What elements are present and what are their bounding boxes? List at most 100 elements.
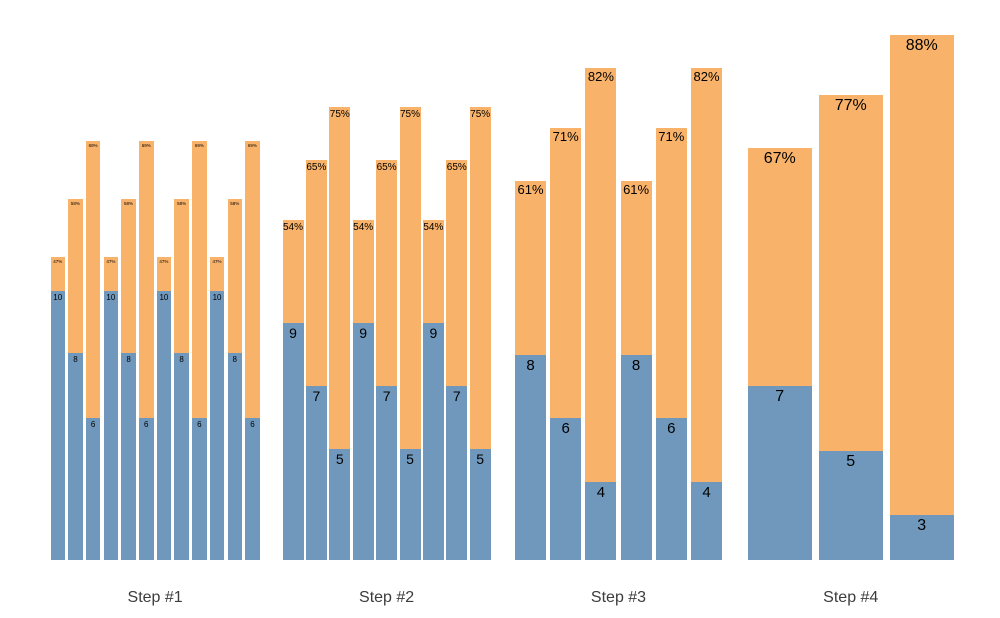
bar-blue-segment: 9 <box>352 323 374 560</box>
bar-value-label: 5 <box>846 453 856 470</box>
bar-percent-label: 77% <box>834 97 867 114</box>
bar-percent-label: 69% <box>141 143 151 148</box>
bar-percent-label: 65% <box>306 162 327 173</box>
bar-value-label: 4 <box>702 484 711 501</box>
bar-percent-label: 75% <box>399 109 420 120</box>
bar-blue-segment: 6 <box>192 418 207 560</box>
bar-value-label: 10 <box>106 293 116 302</box>
bar-value-label: 10 <box>53 293 63 302</box>
bar-blue-segment: 8 <box>227 353 242 560</box>
bar-percent-label: 61% <box>623 182 650 197</box>
bar-percent-label: 65% <box>446 162 467 173</box>
bar-percent-label: 69% <box>247 143 257 148</box>
bar-value-label: 4 <box>596 484 606 501</box>
stacked-bar: 47% 10 <box>209 257 225 560</box>
bar-value-label: 8 <box>179 355 184 364</box>
bar-value-label: 5 <box>335 451 344 467</box>
bar-percent-label: 47% <box>159 259 169 264</box>
bar-blue-segment: 5 <box>469 449 491 560</box>
bar-blue-segment: 10 <box>50 291 65 560</box>
bar-percent-label: 82% <box>693 69 720 84</box>
stacked-bar: 71% 6 <box>550 128 582 560</box>
bar-blue-segment: 8 <box>620 355 652 560</box>
bar-percent-label: 88% <box>905 37 938 54</box>
bar-blue-segment: 7 <box>748 386 812 560</box>
bar-percent-label: 61% <box>517 182 544 197</box>
bar-percent-label: 58% <box>177 201 187 206</box>
stacked-bar: 54% 9 <box>422 220 444 560</box>
bar-value-label: 9 <box>429 325 438 341</box>
stacked-bar: 61% 8 <box>620 181 652 560</box>
stacked-bar: 65% 7 <box>305 160 327 560</box>
bar-percent-label: 75% <box>329 109 350 120</box>
x-axis-group-label: Step #1 <box>127 589 183 606</box>
stacked-bar: 58% 8 <box>227 199 242 560</box>
bar-value-label: 8 <box>631 357 641 374</box>
bar-value-label: 8 <box>73 355 78 364</box>
bar-blue-segment: 9 <box>422 323 444 560</box>
bar-value-label: 5 <box>476 451 485 467</box>
stacked-bar: 54% 9 <box>282 220 304 560</box>
bar-percent-label: 69% <box>88 143 98 148</box>
bar-percent-label: 47% <box>53 259 63 264</box>
bar-percent-label: 82% <box>587 69 614 84</box>
stacked-bar: 69% 6 <box>139 141 154 560</box>
bar-blue-segment: 6 <box>550 418 582 560</box>
bar-value-label: 8 <box>232 355 237 364</box>
bar-blue-segment: 8 <box>121 353 136 560</box>
stacked-bar: 67% 7 <box>748 148 812 560</box>
bar-value-label: 6 <box>197 420 202 429</box>
bar-percent-label: 71% <box>658 129 685 144</box>
bar-value-label: 6 <box>667 420 676 437</box>
bar-blue-segment: 8 <box>174 353 189 560</box>
bar-value-label: 10 <box>159 293 169 302</box>
stacked-bar: 58% 8 <box>121 199 136 560</box>
stacked-bar: 88% 3 <box>890 35 954 560</box>
bar-blue-segment: 7 <box>376 386 398 560</box>
bar-blue-segment: 7 <box>305 386 327 560</box>
bar-value-label: 3 <box>917 517 927 534</box>
x-axis-group-label: Step #4 <box>823 589 879 606</box>
stacked-bar: 65% 7 <box>376 160 398 560</box>
bar-value-label: 7 <box>382 388 391 404</box>
bar-percent-label: 75% <box>470 109 491 120</box>
bar-blue-segment: 4 <box>585 482 617 560</box>
stacked-bar: 75% 5 <box>399 107 421 560</box>
bar-blue-segment: 6 <box>139 418 154 560</box>
stacked-bar: 71% 6 <box>655 128 687 560</box>
bar-value-label: 6 <box>90 420 96 429</box>
bar-blue-segment: 5 <box>819 451 883 560</box>
bar-percent-label: 58% <box>230 201 240 206</box>
bar-value-label: 7 <box>775 388 785 405</box>
bar-percent-label: 69% <box>194 143 204 148</box>
stacked-bar: 77% 5 <box>819 95 883 560</box>
bar-blue-segment: 6 <box>85 418 101 560</box>
bar-value-label: 6 <box>250 420 255 429</box>
stacked-bar: 47% 10 <box>156 257 172 560</box>
stacked-bar: 75% 5 <box>469 107 491 560</box>
bar-value-label: 10 <box>212 293 222 302</box>
bar-percent-label: 54% <box>423 222 444 233</box>
bar-percent-label: 67% <box>763 150 796 167</box>
stacked-bar: 82% 4 <box>585 68 617 560</box>
bar-value-label: 9 <box>289 325 297 341</box>
bar-value-label: 8 <box>126 355 131 364</box>
stacked-bar: 54% 9 <box>352 220 374 560</box>
bar-blue-segment: 7 <box>446 386 468 560</box>
bar-value-label: 6 <box>561 420 570 437</box>
x-axis-group-label: Step #3 <box>590 589 647 606</box>
bar-value-label: 9 <box>359 325 368 341</box>
bar-percent-label: 65% <box>376 162 397 173</box>
bar-blue-segment: 10 <box>103 291 119 560</box>
bar-value-label: 7 <box>312 388 321 404</box>
x-axis-group-label: Step #2 <box>359 589 415 606</box>
bar-blue-segment: 3 <box>890 515 954 560</box>
bar-blue-segment: 5 <box>399 449 421 560</box>
bar-percent-label: 58% <box>70 201 80 206</box>
bar-percent-label: 47% <box>106 259 116 264</box>
stacked-bar: 58% 8 <box>174 199 189 560</box>
stacked-bar: 69% 6 <box>192 141 207 560</box>
stacked-bar: 47% 10 <box>103 257 119 560</box>
bar-value-label: 5 <box>406 451 414 467</box>
stacked-bar: 69% 6 <box>85 141 101 560</box>
